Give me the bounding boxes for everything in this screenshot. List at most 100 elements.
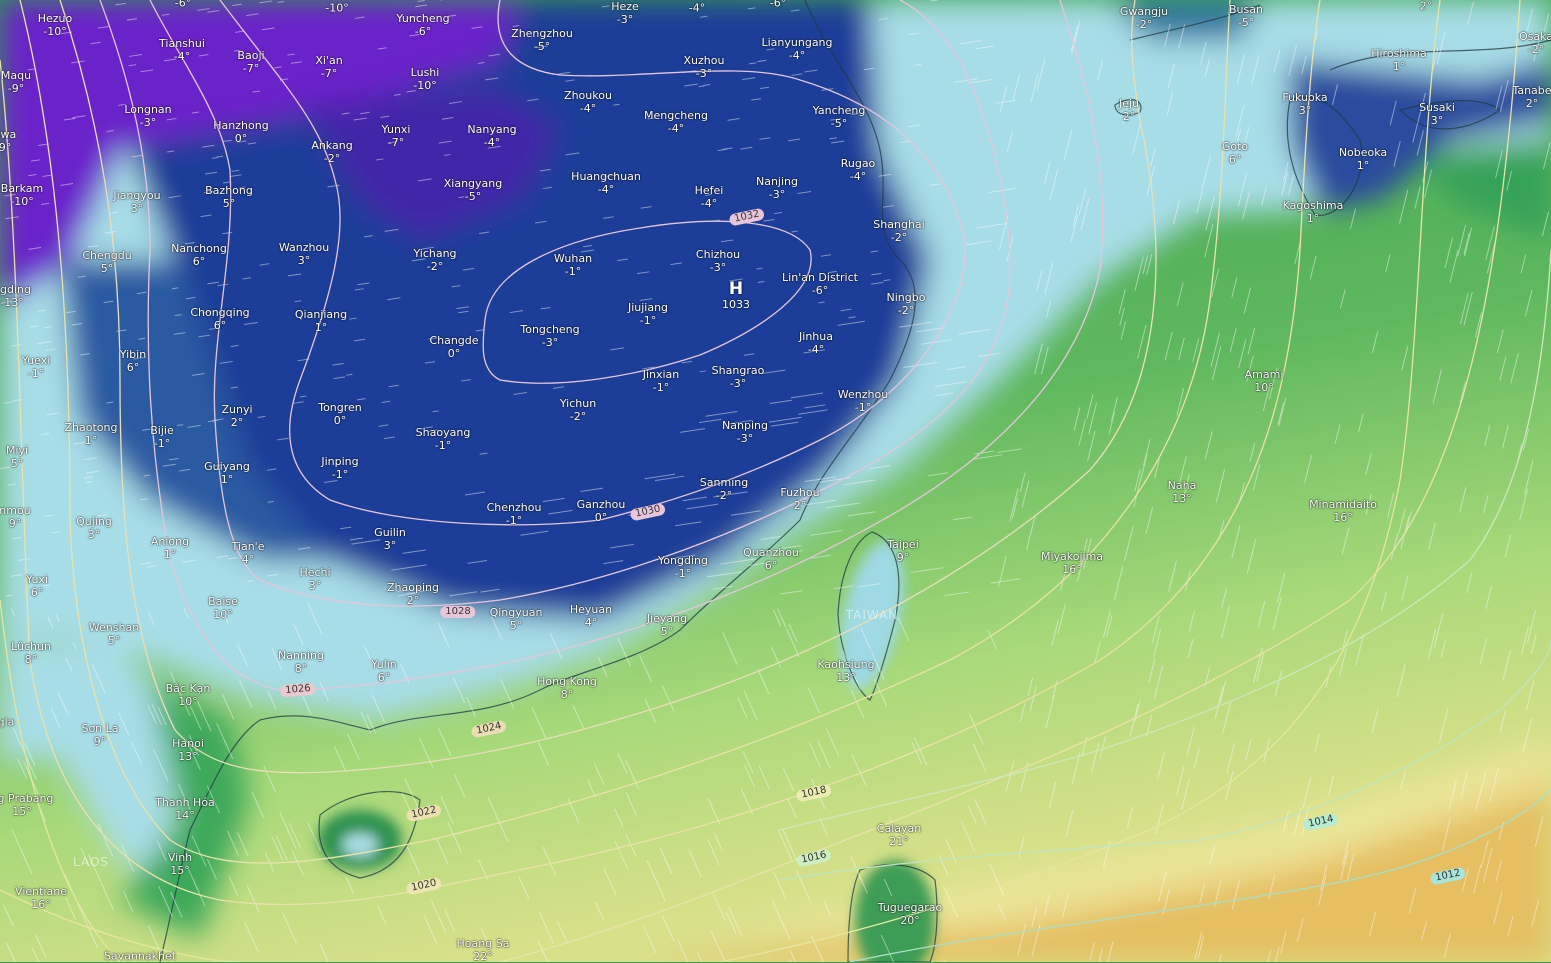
- city-label[interactable]: Rugao-4°: [841, 157, 876, 183]
- city-label[interactable]: Lushi-10°: [411, 66, 440, 92]
- high-pressure-center[interactable]: H 1033: [722, 281, 750, 311]
- city-label[interactable]: Bijie-1°: [150, 424, 173, 450]
- city-label[interactable]: -10°: [325, 2, 348, 15]
- city-label[interactable]: Chenzhou-1°: [487, 501, 542, 527]
- city-label[interactable]: Nanyang-4°: [467, 123, 516, 149]
- city-label[interactable]: Xuzhou-3°: [684, 54, 725, 80]
- city-label[interactable]: Yunxi-7°: [382, 123, 411, 149]
- city-label[interactable]: Heze-3°: [611, 0, 639, 26]
- city-label[interactable]: Jinxian-1°: [643, 368, 680, 394]
- city-label[interactable]: gla: [0, 716, 14, 729]
- city-label[interactable]: Huangchuan-4°: [571, 170, 641, 196]
- city-label[interactable]: Savannakhet: [104, 950, 176, 963]
- city-label[interactable]: Mengcheng-4°: [644, 109, 708, 135]
- city-label[interactable]: -6°: [770, 0, 786, 10]
- city-label[interactable]: Yuexi-1°: [22, 354, 51, 380]
- city-label[interactable]: awa9°: [0, 128, 16, 154]
- city-label[interactable]: Shaoyang-1°: [416, 426, 471, 452]
- city-label[interactable]: Nanping-3°: [722, 419, 768, 445]
- city-label[interactable]: Yuncheng-6°: [396, 12, 449, 38]
- city-label[interactable]: Hefei-4°: [695, 184, 724, 210]
- city-label[interactable]: Yancheng-5°: [813, 104, 866, 130]
- city-label[interactable]: Tianshui-4°: [159, 37, 205, 63]
- city-label[interactable]: Longnan-3°: [124, 103, 171, 129]
- city-label[interactable]: Xiangyang-5°: [444, 177, 503, 203]
- city-label[interactable]: Zhengzhou-5°: [511, 27, 573, 53]
- city-label[interactable]: Chizhou-3°: [696, 248, 740, 274]
- city-label[interactable]: 2°: [1420, 0, 1433, 13]
- city-label[interactable]: Hezuo-10°: [38, 12, 73, 38]
- city-label[interactable]: Sanming-2°: [700, 476, 748, 502]
- city-label[interactable]: Gwangju-2°: [1120, 5, 1168, 31]
- city-label[interactable]: Wuhan-1°: [554, 252, 592, 278]
- city-label[interactable]: Jiujiang-1°: [628, 301, 668, 327]
- city-label[interactable]: Shanghai-2°: [873, 218, 924, 244]
- city-label[interactable]: Lin'an District-6°: [782, 271, 858, 297]
- city-label[interactable]: Yongding-1°: [658, 554, 708, 580]
- city-label[interactable]: Jinping-1°: [321, 455, 358, 481]
- city-label[interactable]: Yichang-2°: [413, 247, 456, 273]
- city-label[interactable]: Zhoukou-4°: [564, 89, 612, 115]
- city-label[interactable]: Baoji-7°: [237, 49, 264, 75]
- city-label[interactable]: Lianyungang-4°: [761, 36, 832, 62]
- city-label[interactable]: Ningbo-2°: [887, 291, 926, 317]
- city-label[interactable]: Osaka-2°: [1519, 30, 1551, 56]
- city-label[interactable]: Busan-5°: [1229, 3, 1263, 29]
- city-label[interactable]: ngding-13°: [0, 283, 31, 309]
- city-label[interactable]: Xi'an-7°: [315, 54, 342, 80]
- city-label[interactable]: -6°: [175, 0, 191, 10]
